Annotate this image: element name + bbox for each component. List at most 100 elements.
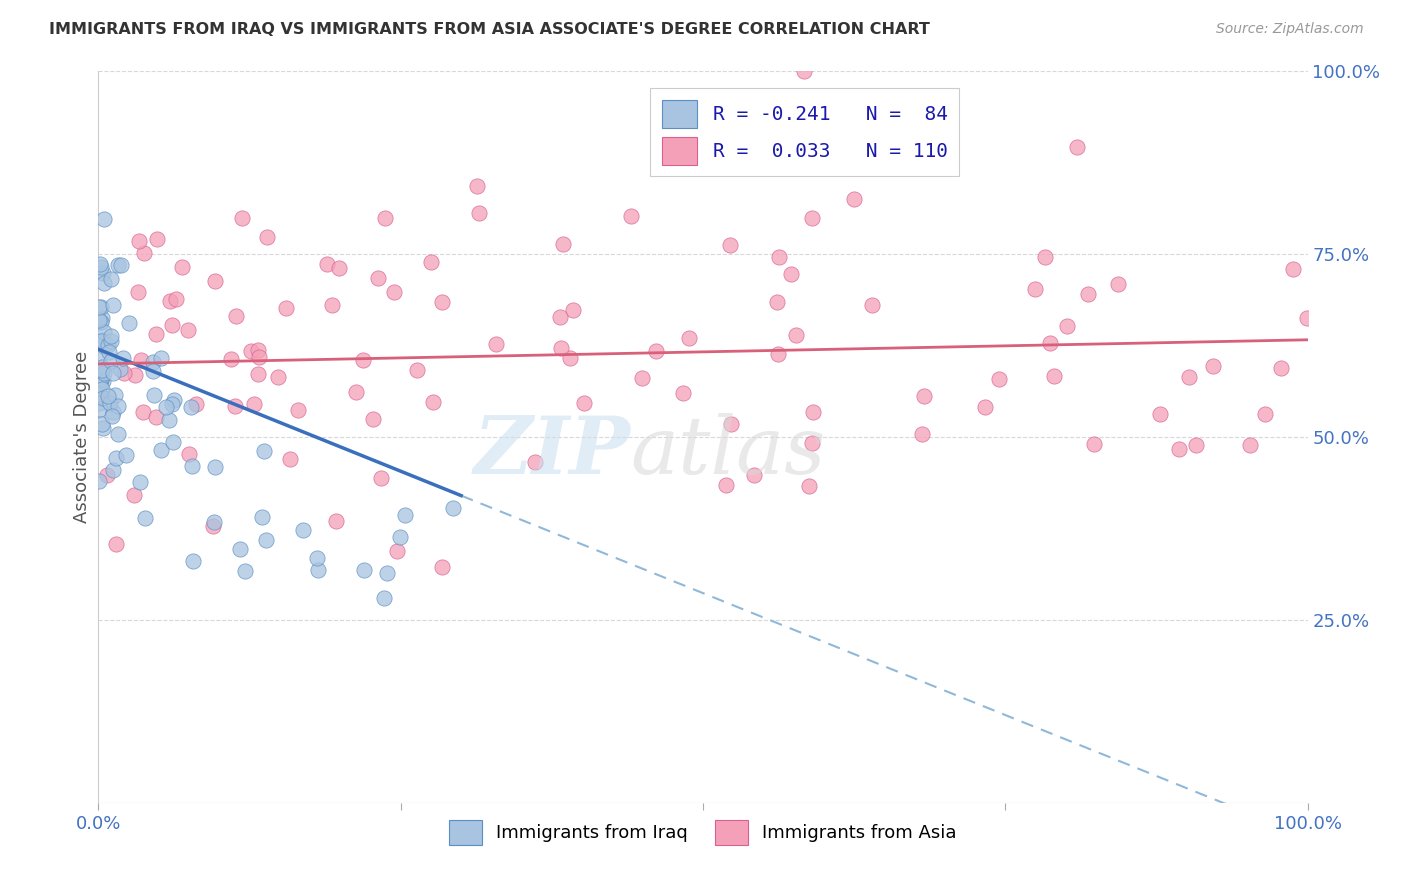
Text: IMMIGRANTS FROM IRAQ VS IMMIGRANTS FROM ASIA ASSOCIATE'S DEGREE CORRELATION CHAR: IMMIGRANTS FROM IRAQ VS IMMIGRANTS FROM …: [49, 22, 931, 37]
Point: [672, 386, 695, 401]
Point: [1202, 359, 1225, 373]
Point: [678, 331, 700, 345]
Point: [551, 236, 574, 251]
Point: [367, 271, 389, 285]
Point: [1043, 368, 1066, 383]
Point: [1107, 277, 1129, 291]
Point: [801, 404, 824, 418]
Point: [87, 312, 110, 326]
Point: [142, 355, 165, 369]
Point: [247, 351, 270, 365]
Point: [1281, 262, 1303, 277]
Point: [101, 366, 124, 380]
Point: [177, 447, 200, 461]
Point: [91, 390, 114, 404]
Point: [375, 566, 398, 580]
Point: [162, 435, 184, 450]
Point: [146, 231, 169, 245]
Point: [276, 301, 298, 315]
Point: [344, 384, 367, 399]
Point: [219, 352, 242, 367]
Point: [101, 298, 124, 312]
Point: [149, 351, 172, 365]
Point: [253, 444, 276, 458]
Point: [780, 267, 803, 281]
Point: [1185, 438, 1208, 452]
Point: [325, 514, 347, 528]
Point: [100, 328, 122, 343]
Point: [89, 402, 111, 417]
Point: [93, 339, 115, 353]
Point: [1254, 408, 1277, 422]
Point: [100, 334, 122, 349]
Point: [842, 193, 865, 207]
Point: [973, 401, 995, 415]
Point: [572, 395, 595, 409]
Point: [382, 285, 405, 300]
Point: [115, 448, 138, 462]
Point: [108, 362, 131, 376]
Point: [432, 295, 454, 310]
Point: [742, 467, 765, 482]
Point: [720, 417, 742, 431]
Point: [90, 334, 112, 349]
Point: [644, 344, 666, 359]
Point: [98, 395, 121, 409]
Point: [97, 338, 120, 352]
Point: [278, 452, 301, 467]
Point: [132, 405, 155, 419]
Point: [101, 405, 124, 419]
Point: [170, 260, 193, 274]
Point: [87, 396, 110, 410]
Point: [620, 209, 643, 223]
Point: [394, 508, 416, 522]
Point: [785, 328, 807, 343]
Point: [90, 371, 112, 385]
Point: [89, 378, 111, 392]
Y-axis label: Associate's Degree: Associate's Degree: [73, 351, 91, 524]
Point: [87, 475, 110, 489]
Point: [103, 463, 125, 477]
Point: [422, 394, 444, 409]
Point: [127, 285, 149, 299]
Point: [353, 563, 375, 577]
Point: [1083, 437, 1105, 451]
Point: [550, 341, 572, 355]
Point: [124, 368, 146, 382]
Point: [89, 315, 111, 329]
Point: [132, 245, 155, 260]
Point: [352, 352, 374, 367]
Point: [718, 237, 741, 252]
Point: [89, 257, 111, 271]
Point: [87, 350, 110, 364]
Point: [405, 363, 427, 377]
Point: [800, 436, 823, 450]
Point: [145, 410, 167, 425]
Point: [1149, 407, 1171, 421]
Point: [90, 260, 112, 274]
Point: [104, 388, 127, 402]
Point: [385, 544, 408, 558]
Point: [291, 523, 314, 537]
Point: [112, 366, 135, 380]
Point: [765, 295, 787, 310]
Point: [1033, 251, 1056, 265]
Point: [128, 475, 150, 489]
Point: [107, 426, 129, 441]
Point: [256, 230, 278, 244]
Point: [90, 310, 112, 325]
Point: [110, 258, 132, 272]
Point: [181, 554, 204, 568]
Point: [1270, 361, 1292, 376]
Point: [111, 351, 134, 365]
Point: [328, 261, 350, 276]
Point: [91, 333, 114, 347]
Point: [254, 533, 277, 547]
Point: [231, 211, 253, 226]
Point: [98, 345, 121, 359]
Point: [287, 403, 309, 417]
Point: [177, 323, 200, 337]
Point: [239, 343, 262, 358]
Point: [714, 477, 737, 491]
Point: [107, 258, 129, 272]
